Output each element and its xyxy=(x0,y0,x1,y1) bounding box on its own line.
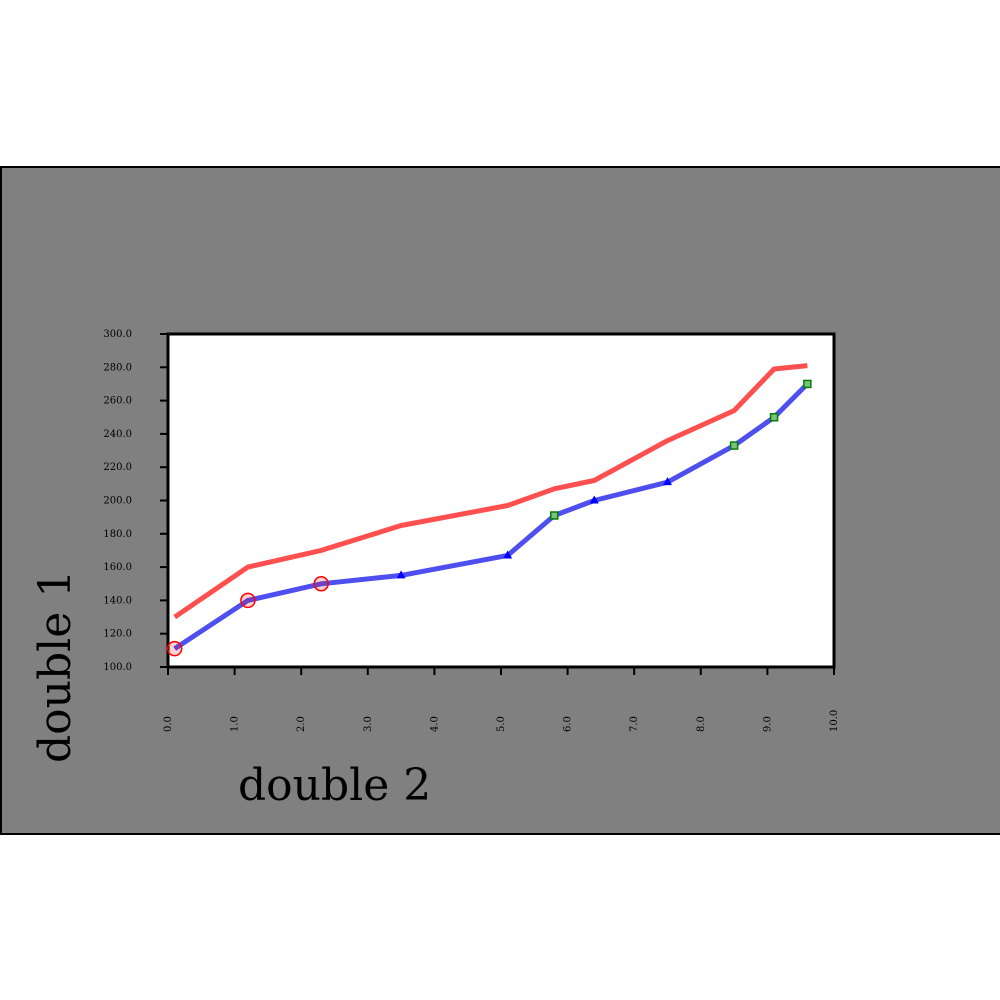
data-point-triangle xyxy=(503,550,513,559)
x-tick-label: 10.0 xyxy=(829,710,840,732)
data-point-triangle xyxy=(663,477,672,486)
x-axis: 0.0 1.0 2.0 3.0 4.0 5.0 6.0 7.0 8.0 9.0 10.0 xyxy=(163,667,840,732)
data-point-triangle xyxy=(589,495,599,504)
x-tick-label: 7.0 xyxy=(629,716,640,732)
data-point-circle xyxy=(166,640,183,657)
y-tick-label: 200.0 xyxy=(103,496,132,507)
y-axis-title: double 1 xyxy=(30,570,81,763)
data-point-triangle xyxy=(396,570,406,579)
y-tick-label: 120.0 xyxy=(103,629,132,640)
y-axis: 100.0 120.0 140.0 160.0 180.0 200.0 220.0 240.0… xyxy=(103,329,168,673)
data-point-square xyxy=(803,379,812,389)
y-tick-label: 180.0 xyxy=(103,529,132,540)
data-point-square xyxy=(550,511,559,520)
x-axis-title: double 2 xyxy=(238,760,431,811)
data-point-square xyxy=(769,413,779,422)
y-tick-label: 260.0 xyxy=(103,396,132,407)
x-tick-label: 0.0 xyxy=(163,716,174,732)
x-tick-label: 1.0 xyxy=(230,716,241,732)
data-point-square xyxy=(729,441,739,450)
y-tick-label: 240.0 xyxy=(103,429,132,440)
line-chart: 0.0 1.0 2.0 3.0 4.0 5.0 6.0 7.0 8.0 9.0 10.0 100.0… xyxy=(30,329,840,811)
x-tick-label: 9.0 xyxy=(762,716,773,732)
y-tick-label: 160.0 xyxy=(103,562,132,573)
data-point-circle xyxy=(240,592,256,609)
plot-area xyxy=(166,332,836,669)
chart-panel: 0.0 1.0 2.0 3.0 4.0 5.0 6.0 7.0 8.0 9.0 10.0 100.0… xyxy=(0,166,1000,835)
y-tick-label: 220.0 xyxy=(103,462,132,473)
x-tick-label: 3.0 xyxy=(363,716,374,732)
x-tick-label: 4.0 xyxy=(429,716,440,732)
x-tick-label: 2.0 xyxy=(296,716,307,732)
data-point-circle xyxy=(313,576,329,592)
y-tick-label: 100.0 xyxy=(103,662,132,673)
x-tick-label: 8.0 xyxy=(696,716,707,732)
y-tick-label: 280.0 xyxy=(103,362,132,373)
x-tick-label: 5.0 xyxy=(496,716,507,732)
y-tick-label: 300.0 xyxy=(103,329,132,340)
y-tick-label: 140.0 xyxy=(103,595,132,606)
x-tick-label: 6.0 xyxy=(563,716,574,732)
series-line-1 xyxy=(173,363,808,620)
marker-layer xyxy=(166,379,812,657)
